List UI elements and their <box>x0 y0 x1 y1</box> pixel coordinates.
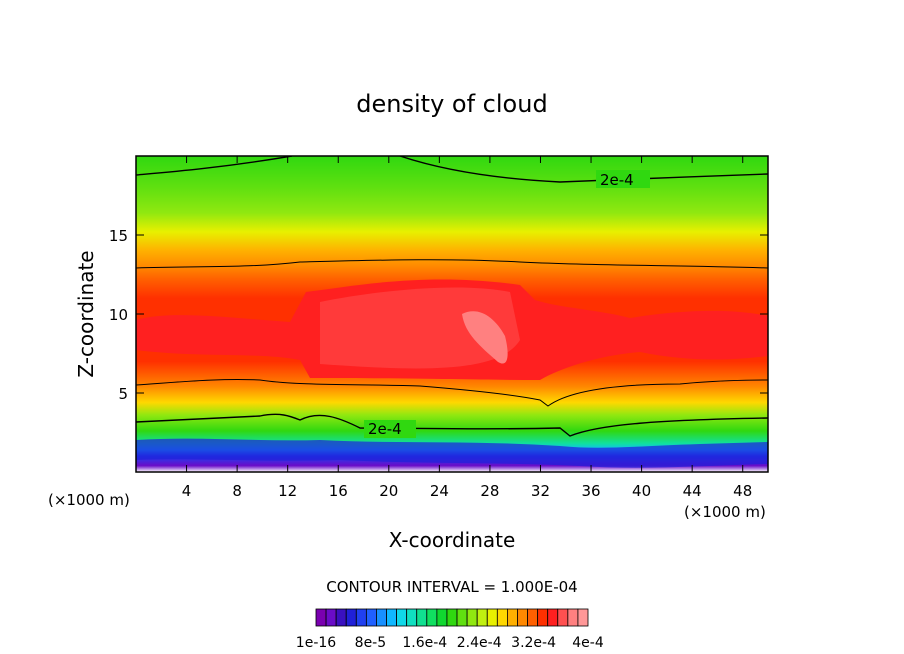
colorbar-swatch <box>456 608 468 627</box>
colorbar-swatch <box>406 608 418 627</box>
colorbar-swatch <box>365 608 377 627</box>
x-tick-label: 48 <box>733 482 752 500</box>
colorbar-swatch <box>496 608 508 627</box>
x-axis: 4 8 12 16 20 24 28 32 36 40 44 48 <box>182 156 752 500</box>
contour-label-bottom: 2e-4 <box>368 420 402 438</box>
x-axis-title: X-coordinate <box>389 528 516 552</box>
colorbar-tick-label: 4e-4 <box>572 635 604 651</box>
x-tick-label: 44 <box>683 482 702 500</box>
colorbar-tick-label: 3.2e-4 <box>511 635 556 651</box>
colorbar-swatch <box>355 608 367 627</box>
colorbar-swatch <box>315 608 327 627</box>
colorbar-swatch <box>335 608 347 627</box>
colorbar-swatch <box>547 608 559 627</box>
colorbar-swatch <box>376 608 387 627</box>
chart-title: density of cloud <box>356 90 547 118</box>
colorbar-swatch <box>345 608 357 627</box>
colorbar-swatch <box>577 608 589 627</box>
colorbar-tick-label: 1e-16 <box>296 635 336 651</box>
colorbar-tick-label: 1.6e-4 <box>402 635 447 651</box>
x-unit-label-right: (×1000 m) <box>684 503 766 521</box>
x-tick-label: 28 <box>480 482 499 500</box>
x-tick-label: 36 <box>581 482 600 500</box>
contour-line-2e4 <box>136 413 768 437</box>
colorbar-swatch <box>476 608 488 627</box>
contour-labels: 2e-4 2e-4 <box>364 170 650 438</box>
contour-label-top: 2e-4 <box>600 171 634 189</box>
contour-interval-text: CONTOUR INTERVAL = 1.000E-04 <box>326 578 577 596</box>
cloud-base-band <box>136 438 768 468</box>
x-tick-label: 32 <box>531 482 550 500</box>
colorbar-swatch <box>466 608 478 627</box>
colorbar-swatch <box>517 608 528 627</box>
colorbar-swatch <box>537 608 549 627</box>
colorbar-swatch <box>507 608 518 627</box>
core-region-max <box>462 311 508 364</box>
colorbar-tick-label: 8e-5 <box>355 635 386 651</box>
x-tick-label: 8 <box>232 482 242 500</box>
colorbar-swatch <box>396 608 408 627</box>
contour-line-lower <box>136 378 768 407</box>
y-tick-label: 15 <box>109 227 128 245</box>
colorbar-swatch <box>527 608 539 627</box>
y-axis: 5 10 15 <box>109 227 768 403</box>
colorbar-swatch <box>486 608 498 627</box>
colorbar-swatch <box>567 608 579 627</box>
colorbar-labels: 1e-16 8e-5 1.6e-4 2.4e-4 3.2e-4 4e-4 <box>296 635 604 651</box>
plot-area <box>136 156 768 472</box>
x-tick-label: 24 <box>430 482 449 500</box>
y-tick-label: 5 <box>118 385 128 403</box>
colorbar-swatch <box>386 608 397 627</box>
x-tick-label: 40 <box>632 482 651 500</box>
colorbar-swatch <box>436 608 448 627</box>
x-tick-label: 4 <box>182 482 192 500</box>
colorbar-swatch <box>416 608 428 627</box>
colorbar-swatch <box>446 608 458 627</box>
colorbar <box>315 608 589 627</box>
contour-line-upper <box>136 259 768 269</box>
colorbar-swatch <box>557 608 569 627</box>
y-tick-label: 10 <box>109 306 128 324</box>
contour-line-top <box>136 156 768 183</box>
colorbar-swatch <box>426 608 438 627</box>
x-tick-label: 20 <box>379 482 398 500</box>
core-region-peak <box>320 287 520 369</box>
colorbar-swatch <box>325 608 337 627</box>
x-tick-label: 16 <box>329 482 348 500</box>
x-unit-label-left: (×1000 m) <box>48 491 130 509</box>
x-tick-label: 12 <box>278 482 297 500</box>
y-axis-title: Z-coordinate <box>74 250 98 377</box>
colorbar-tick-label: 2.4e-4 <box>457 635 502 651</box>
